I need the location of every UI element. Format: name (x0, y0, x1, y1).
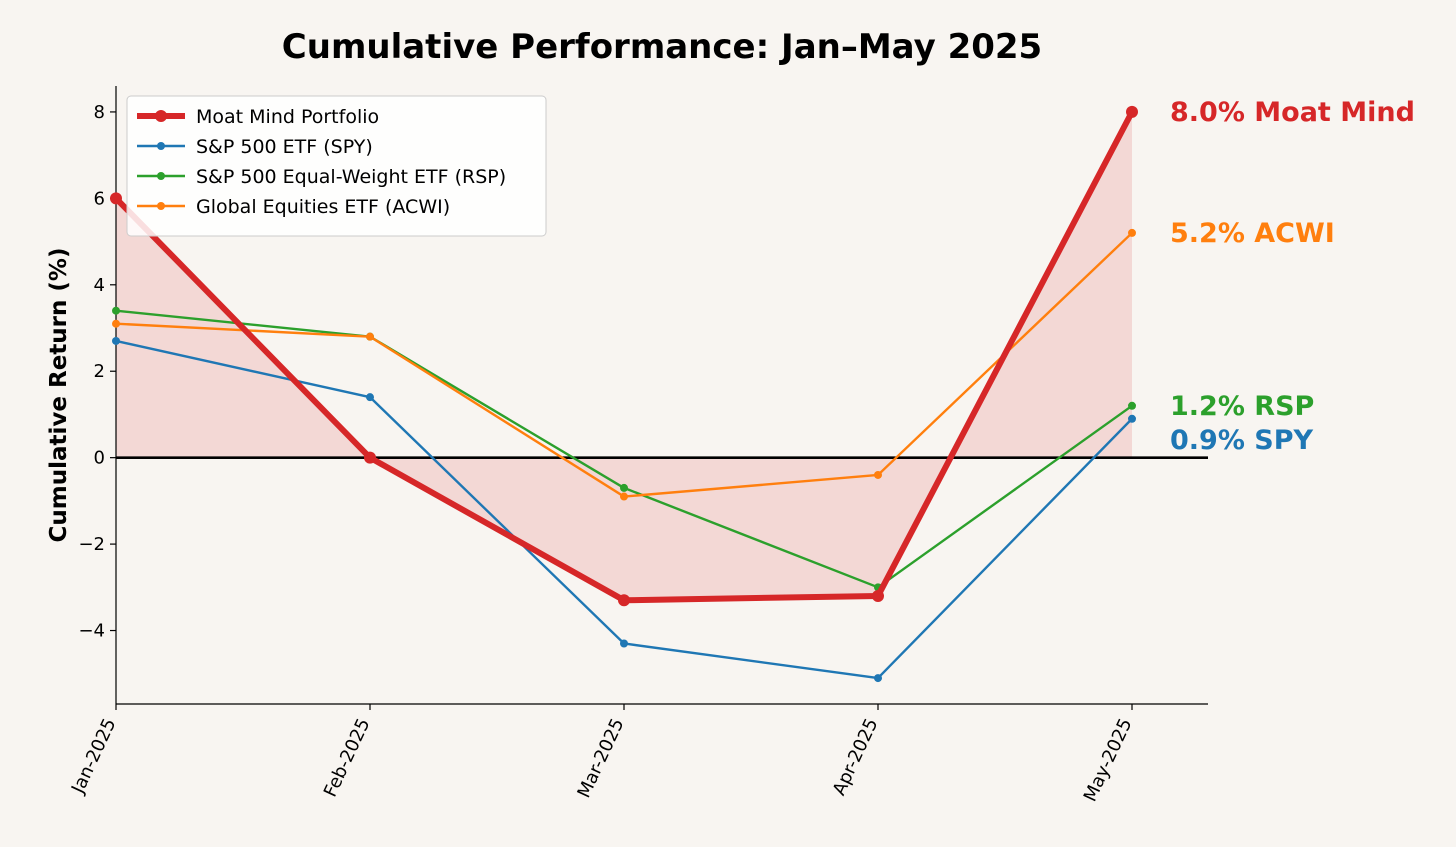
data-point (1126, 105, 1138, 118)
legend-entry-3: Global Equities ETF (ACWI) (196, 196, 450, 218)
data-point (620, 639, 628, 648)
data-point (112, 336, 120, 345)
data-point (110, 192, 122, 205)
legend-swatch-marker (155, 110, 167, 122)
legend-entry-1: S&P 500 ETF (SPY) (196, 136, 373, 158)
chart-title: Cumulative Performance: Jan–May 2025 (282, 27, 1042, 67)
data-point (1128, 228, 1136, 237)
data-point (620, 492, 628, 501)
legend-box (126, 95, 547, 237)
x-tick-label: May-2025 (1080, 715, 1137, 805)
y-tick-label: −2 (78, 534, 105, 555)
legend-swatch-marker (157, 202, 165, 210)
end-label-0: 8.0% Moat Mind (1170, 97, 1415, 128)
data-point (872, 589, 884, 602)
x-tick-label: Mar-2025 (574, 715, 629, 801)
legend: Moat Mind Portfolio S&P 500 ETF (SPY) S&P … (126, 95, 547, 237)
y-tick-label: 0 (94, 448, 105, 469)
y-tick-label: −4 (78, 621, 105, 642)
data-point (1128, 414, 1136, 423)
legend-entry-0: Moat Mind Portfolio (196, 106, 379, 128)
end-label-2: 1.2% RSP (1170, 391, 1314, 422)
x-tick-label: Apr-2025 (829, 715, 883, 798)
data-point (364, 451, 376, 464)
y-tick-label: 4 (94, 275, 105, 296)
y-tick-label: 8 (94, 102, 105, 123)
legend-swatch-marker (157, 172, 165, 180)
data-point (366, 332, 374, 341)
y-tick-label: 2 (94, 361, 105, 382)
data-point (874, 674, 882, 683)
end-label-1: 0.9% SPY (1170, 425, 1314, 456)
data-point (112, 306, 120, 315)
data-point (366, 393, 374, 402)
data-point (618, 594, 630, 607)
x-tick-label: Feb-2025 (320, 715, 375, 800)
end-label-3: 5.2% ACWI (1170, 218, 1335, 249)
data-point (1128, 401, 1136, 410)
y-tick-label: 6 (94, 188, 105, 209)
legend-entry-2: S&P 500 Equal-Weight ETF (RSP) (196, 166, 506, 188)
y-axis-label: Cumulative Return (%) (46, 248, 72, 543)
data-point (620, 483, 628, 492)
data-point (112, 319, 120, 328)
legend-swatch-marker (157, 142, 165, 150)
data-point (874, 470, 882, 479)
x-tick-label: Jan-2025 (67, 715, 120, 797)
